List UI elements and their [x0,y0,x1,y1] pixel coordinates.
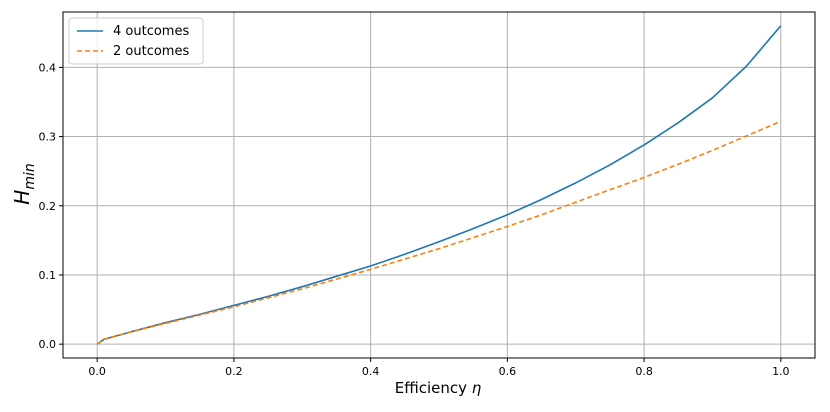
x-axis-ticks: 0.0 0.2 0.4 0.6 0.8 1.0 [88,358,790,378]
x-axis-label: Efficiency η [395,379,482,397]
legend-label-4-outcomes: 4 outcomes [113,24,189,39]
y-tick-label: 0.3 [39,131,57,144]
y-axis-ticks: 0.0 0.1 0.2 0.3 0.4 [39,61,63,351]
x-tick-label: 1.0 [772,365,790,378]
x-tick-label: 0.8 [635,365,653,378]
legend-box [68,17,204,65]
plot-frame [62,11,816,359]
y-tick-label: 0.2 [39,200,57,213]
x-tick-label: 0.2 [225,365,243,378]
legend: 4 outcomes 2 outcomes [68,17,204,65]
x-tick-label: 0.4 [362,365,380,378]
x-tick-label: 0.6 [499,365,517,378]
x-tick-label: 0.0 [88,365,106,378]
y-tick-label: 0.4 [39,61,57,74]
y-tick-label: 0.1 [39,269,57,282]
series-line-4-outcomes [96,25,782,345]
grid-lines [63,12,815,358]
y-tick-label: 0.0 [39,338,57,351]
series-lines [96,25,782,345]
legend-label-2-outcomes: 2 outcomes [113,44,189,59]
series-line-2-outcomes [96,120,782,345]
y-axis-label: Hmin [10,163,38,204]
